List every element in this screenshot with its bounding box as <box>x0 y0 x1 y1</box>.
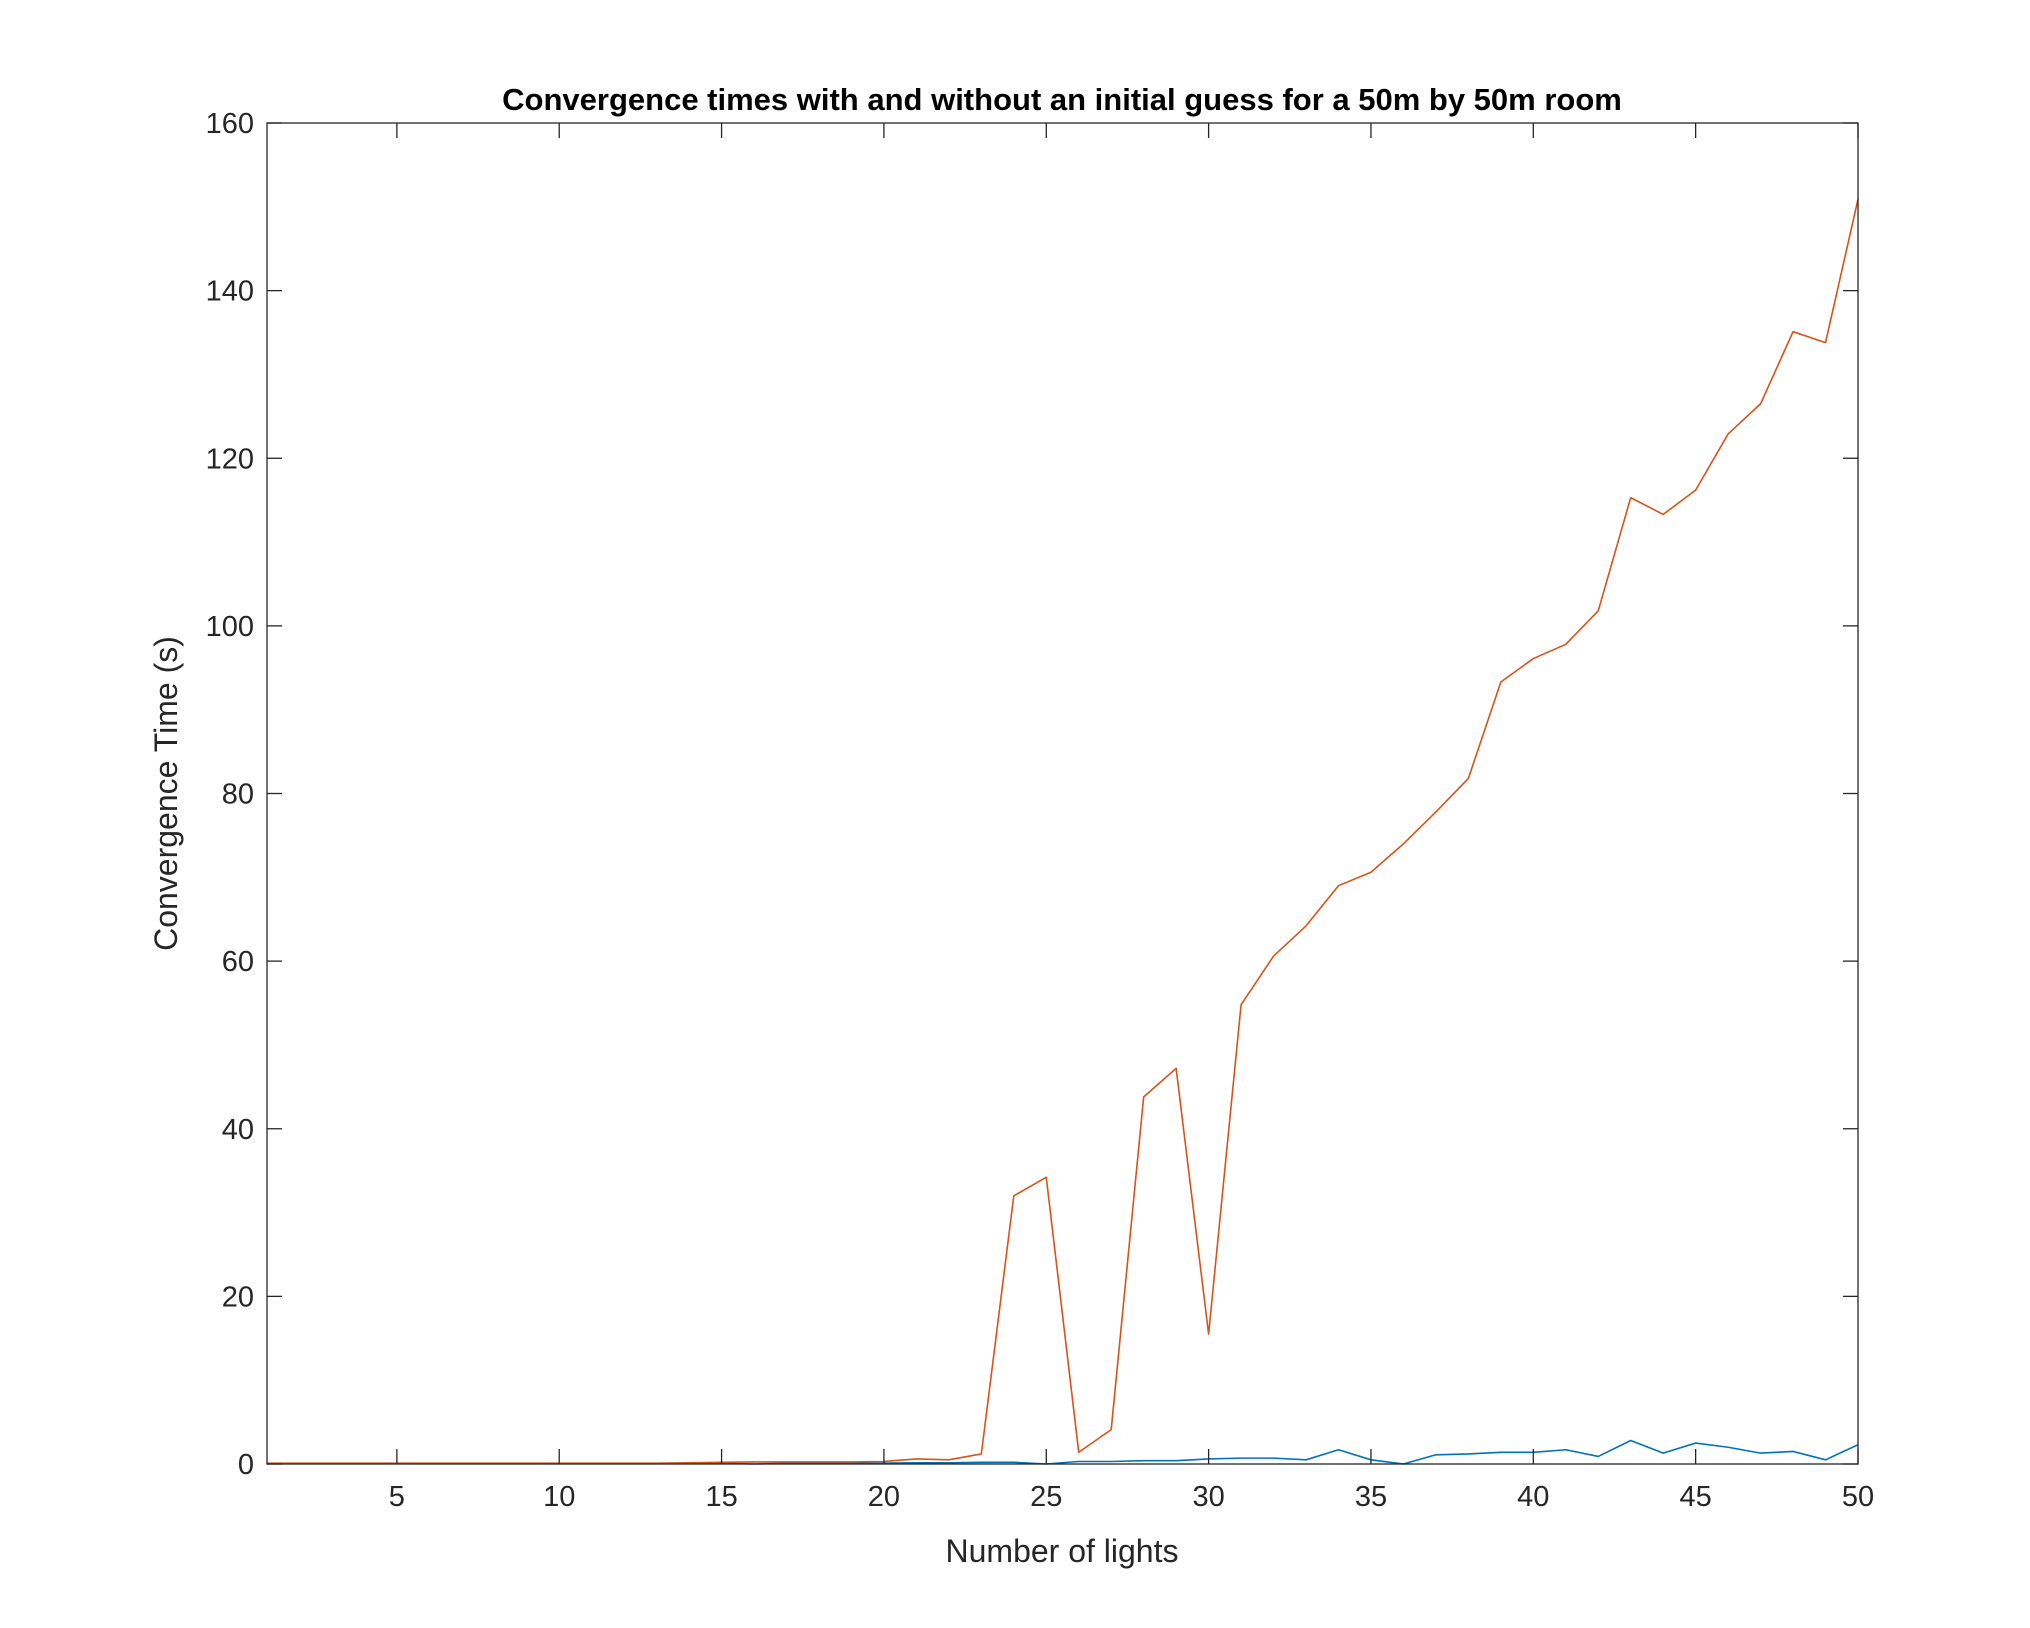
y-tick-label: 20 <box>222 1281 254 1313</box>
y-tick-label: 140 <box>206 276 254 308</box>
series-line-2 <box>267 199 1859 1464</box>
y-tick-label: 100 <box>206 611 254 643</box>
x-tick-label: 20 <box>868 1481 900 1513</box>
chart-title: Convergence times with and without an in… <box>502 82 1622 117</box>
tick-layer: 5 10 15 20 25 30 35 40 45 50 0 20 40 60 80 100 120 140 160 <box>206 108 1875 1513</box>
y-tick-label: 120 <box>206 443 254 475</box>
y-tick-label: 160 <box>206 108 254 140</box>
x-tick-label: 35 <box>1355 1481 1387 1513</box>
x-tick-label: 50 <box>1842 1481 1874 1513</box>
y-tick-label: 80 <box>222 779 254 811</box>
x-tick-label: 15 <box>705 1481 737 1513</box>
x-tick-label: 40 <box>1517 1481 1549 1513</box>
x-tick-label: 30 <box>1192 1481 1224 1513</box>
x-tick-label: 10 <box>543 1481 575 1513</box>
y-tick-label: 60 <box>222 946 254 978</box>
x-tick-label: 5 <box>389 1481 405 1513</box>
y-tick-label: 0 <box>238 1449 254 1481</box>
x-tick-label: 45 <box>1680 1481 1712 1513</box>
x-axis-label: Number of lights <box>946 1533 1179 1569</box>
y-axis-label: Convergence Time (s) <box>148 636 184 951</box>
x-tick-label: 25 <box>1030 1481 1062 1513</box>
y-tick-label: 40 <box>222 1114 254 1146</box>
plot-area <box>267 123 1858 1464</box>
